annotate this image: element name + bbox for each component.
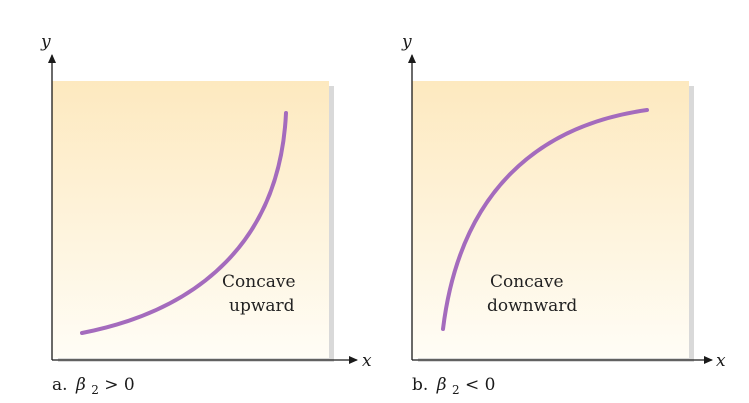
panel-b: y x Concave downward b. β 2 < 0	[401, 32, 726, 399]
panel-a-caption-subscript: 2	[91, 383, 99, 397]
panel-b-caption-symbol: β	[436, 375, 447, 395]
panel-a-y-axis-label: y	[40, 32, 51, 52]
panel-a-background	[52, 81, 329, 358]
panel-b-curve-label-line1: Concave	[490, 272, 564, 292]
panel-b-background	[412, 81, 689, 358]
panel-b-caption-relation: < 0	[465, 375, 495, 395]
panel-a: y x Concave upward a. β 2 > 0	[40, 32, 372, 399]
panel-b-caption: b. β 2 < 0	[412, 375, 495, 399]
panel-b-y-axis-label: y	[401, 32, 412, 52]
panel-a-caption-symbol: β	[75, 375, 86, 395]
panel-b-caption-prefix: b.	[412, 375, 428, 395]
panel-a-curve-label-line1: Concave	[222, 272, 296, 292]
panel-b-curve-label-line2: downward	[487, 296, 577, 316]
panel-b-caption-subscript: 2	[452, 383, 460, 397]
panel-a-caption-relation: > 0	[104, 375, 134, 395]
panel-b-x-axis-label: x	[716, 351, 726, 371]
panel-a-x-axis-label: x	[362, 351, 372, 371]
panel-a-curve-label-line2: upward	[229, 296, 295, 316]
panel-a-caption: a. β 2 > 0	[52, 375, 135, 399]
panel-a-caption-prefix: a.	[52, 375, 68, 395]
